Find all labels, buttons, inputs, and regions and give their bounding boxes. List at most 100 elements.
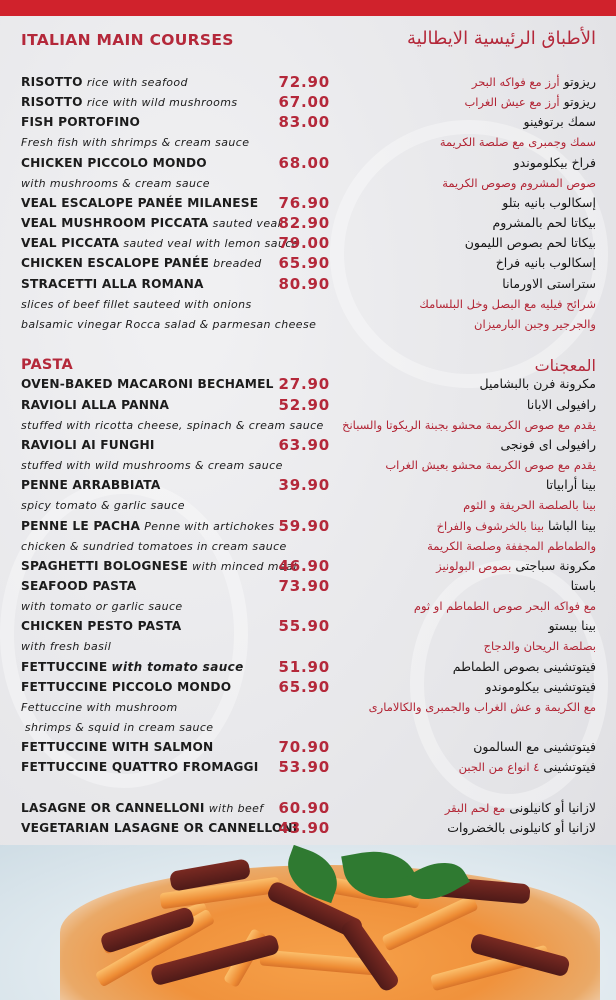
item-description-arabic: بينا بالخرشوف والفراخ xyxy=(436,518,545,533)
english-text: RISOTTO rice with wild mushrooms xyxy=(21,95,238,109)
arabic-text: بينا بالصلصة الحريفة و الثوم xyxy=(463,497,596,512)
item-description-arabic: والطماطم المجففة وصلصة الكريمة xyxy=(427,538,596,553)
item-name: SEAFOOD PASTA xyxy=(21,579,137,593)
menu-item: RAVIOLI AI FUNGHI رافيولى اى فونجى 63.90 xyxy=(0,436,616,456)
item-name-arabic: إسكالوب بانيه فراخ xyxy=(495,255,596,271)
item-description-arabic: مع لحم البقر xyxy=(444,800,506,815)
item-name-arabic: بيكاتا لحم بصوص الليمون xyxy=(464,235,596,251)
item-description: rice with seafood xyxy=(86,76,188,89)
english-text: PENNE ARRABBIATA xyxy=(21,478,160,492)
arabic-text: بينا بيستو xyxy=(549,618,596,633)
item-description-arabic: بصلصة الريحان والدجاج xyxy=(483,639,596,654)
english-text: with mushrooms & cream sauce xyxy=(21,176,210,190)
item-description: with fresh basil xyxy=(21,640,112,654)
arabic-text: مكرونة فرن بالبشاميل xyxy=(480,376,596,391)
arabic-text: بيكاتا لحم بصوص الليمون xyxy=(465,235,596,250)
item-description: shrimps & squid in cream sauce xyxy=(21,721,214,735)
item-description-arabic: صوص المشروم وصوص الكريمة xyxy=(442,175,596,190)
item-name-arabic: فراخ بيكلوموندو xyxy=(513,154,596,170)
item-price: 51.90 xyxy=(278,657,330,676)
item-description: with tomato or garlic sauce xyxy=(21,600,183,614)
item-description-arabic: بصوص البولونيز xyxy=(436,558,512,573)
item-name-arabic: بينا أرابياتا xyxy=(545,477,596,493)
item-name-arabic: فيتوتشينى بيكلوموندو xyxy=(485,678,596,694)
item-name: VEAL ESCALOPE PANÉE MILANESE xyxy=(21,195,259,210)
section-title-english: PASTA xyxy=(21,357,73,374)
item-description: Fresh fish with shrimps & cream sauce xyxy=(21,136,250,150)
english-text: with fresh basil xyxy=(21,639,111,653)
arabic-text: ريزوتو أرز مع فواكه البحر xyxy=(472,74,596,89)
menu-row: stuffed with ricotta cheese, spinach & c… xyxy=(0,416,616,436)
item-price: 65.90 xyxy=(278,677,330,696)
item-description-arabic: شرائح فيليه مع البصل وخل البلسامك xyxy=(419,296,596,311)
arabic-text: والطماطم المجففة وصلصة الكريمة xyxy=(427,538,596,553)
item-name-arabic: رافيولى اى فونجى xyxy=(500,436,596,452)
arabic-text: يقدم مع صوص الكريمة محشو بعيش الغراب xyxy=(385,457,596,472)
item-name: FISH PORTOFINO xyxy=(21,115,141,130)
item-name: RAVIOLI AI FUNGHI xyxy=(21,437,155,452)
item-description: stuffed with ricotta cheese, spinach & c… xyxy=(21,418,324,432)
item-name-arabic: فيتوتشينى بصوص الطماطم xyxy=(452,658,596,674)
arabic-text: رافيولى الابانا xyxy=(527,397,596,412)
top-red-bar xyxy=(0,0,616,16)
menu-item: VEAL MUSHROOM PICCATA sauted veal بيكاتا … xyxy=(0,214,616,234)
item-description-arabic: مع الكريمة و عش الغراب والجمبرى والكالام… xyxy=(368,699,596,714)
section-title-arabic: المعجنات xyxy=(534,356,596,376)
menu-row: Fresh fish with shrimps & cream sauce سمك… xyxy=(0,133,616,153)
arabic-text: المعجنات xyxy=(535,356,596,375)
menu-item: FETTUCCINE with tomato sauce فيتوتشينى بص… xyxy=(0,658,616,678)
menu-row: stuffed with wild mushrooms & cream sauc… xyxy=(0,456,616,476)
english-text: PENNE LE PACHA Penne with artichokes xyxy=(21,519,274,533)
item-name: CHICKEN PICCOLO MONDO xyxy=(21,155,207,170)
item-description-arabic: أرز مع فواكه البحر xyxy=(471,75,560,89)
arabic-text: فيتوتشينى بيكلوموندو xyxy=(485,679,596,694)
item-price: 52.90 xyxy=(278,395,330,414)
menu-item: SEAFOOD PASTA باستا 73.90 xyxy=(0,577,616,597)
english-text: stuffed with wild mushrooms & cream sauc… xyxy=(21,458,283,472)
english-text: Fresh fish with shrimps & cream sauce xyxy=(21,135,249,149)
arabic-text: بصلصة الريحان والدجاج xyxy=(484,638,596,653)
item-description: with tomato sauce xyxy=(111,659,244,674)
item-price: 53.90 xyxy=(278,758,330,777)
menu-item: FISH PORTOFINO سمك برتوفينو 83.00 xyxy=(0,113,616,133)
english-text: spicy tomato & garlic sauce xyxy=(21,498,185,512)
english-text: STRACETTI ALLA ROMANA xyxy=(21,277,204,291)
item-price: 68.00 xyxy=(278,153,330,172)
item-description: with minced meat xyxy=(192,559,298,573)
english-text: FETTUCCINE with tomato sauce xyxy=(21,660,244,674)
item-name: PENNE ARRABBIATA xyxy=(21,478,161,493)
item-description: breaded xyxy=(213,257,262,271)
item-price: 63.90 xyxy=(278,435,330,454)
item-price: 80.90 xyxy=(278,274,330,293)
menu-item: FETTUCCINE QUATTRO FROMAGGI فيتوتشينى ٤ ا… xyxy=(0,758,616,778)
menu-item: STRACETTI ALLA ROMANA ستراستى الاورمانا 80… xyxy=(0,275,616,295)
item-price: 67.00 xyxy=(278,93,330,112)
english-text: CHICKEN PICCOLO MONDO xyxy=(21,156,207,170)
menu-item: RISOTTO rice with wild mushrooms ريزوتو أ… xyxy=(0,93,616,113)
menu-item: VEAL ESCALOPE PANÉE MILANESE إسكالوب باني… xyxy=(0,194,616,214)
item-name: RAVIOLI ALLA PANNA xyxy=(21,397,170,412)
item-name: FETTUCCINE xyxy=(21,659,108,674)
pasta-photo xyxy=(0,845,616,1000)
english-text: SEAFOOD PASTA xyxy=(21,579,136,593)
arabic-text: مكرونة سباجتى بصوص البولونيز xyxy=(436,558,596,573)
item-price: 70.90 xyxy=(278,738,330,757)
arabic-text: والجرجير وجبن البارميزان xyxy=(474,316,596,331)
menu-item: PENNE ARRABBIATA بينا أرابياتا 39.90 xyxy=(0,476,616,496)
item-description: sauted veal xyxy=(212,217,282,231)
menu-row: chicken & sundried tomatoes in cream sau… xyxy=(0,537,616,557)
arabic-text: يقدم مع صوص الكريمة محشو بجبنة الريكوتا … xyxy=(342,417,596,432)
arabic-text: إسكالوب بانيه فراخ xyxy=(496,255,596,270)
item-name: VEAL PICCATA xyxy=(21,236,120,251)
item-price: 83.00 xyxy=(278,113,330,132)
item-price: 55.90 xyxy=(278,617,330,636)
arabic-text: فيتوتشينى مع السالمون xyxy=(473,739,596,754)
english-text: VEGETARIAN LASAGNE OR CANNELLONI xyxy=(21,821,298,835)
arabic-text: إسكالوب بانيه بتلو xyxy=(502,195,596,210)
item-description: balsamic vinegar Rocca salad & parmesan … xyxy=(21,317,317,331)
menu-item: RAVIOLI ALLA PANNA رافيولى الابانا 52.90 xyxy=(0,396,616,416)
item-price: 82.90 xyxy=(278,214,330,233)
menu-item: RISOTTO rice with seafood ريزوتو أرز مع ف… xyxy=(0,73,616,93)
item-description-arabic: يقدم مع صوص الكريمة محشو بعيش الغراب xyxy=(385,458,596,473)
item-description: Penne with artichokes xyxy=(144,519,275,533)
